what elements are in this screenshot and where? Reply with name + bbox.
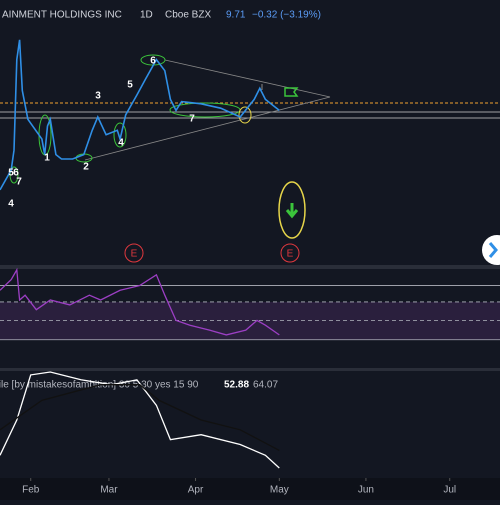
event-circle	[124, 243, 144, 263]
time-axis	[0, 478, 500, 500]
scroll-button[interactable]	[482, 235, 500, 265]
trend-line	[84, 96, 331, 161]
x-tick-label: Feb	[22, 485, 40, 496]
wave-label: 5	[127, 80, 133, 91]
x-tick-label: Jul	[443, 485, 456, 496]
pane-divider	[0, 368, 500, 371]
wave-label: 5	[8, 168, 14, 179]
series-line	[0, 371, 280, 469]
ellipse	[278, 181, 306, 239]
wave-label: 2	[83, 162, 89, 173]
ellipse	[113, 122, 127, 148]
wave-label: 3	[95, 91, 101, 102]
pane-divider	[0, 265, 500, 269]
event-label: E	[287, 249, 294, 260]
wave-label: 4	[118, 138, 124, 149]
series-line	[0, 267, 280, 336]
wave-label: 4	[8, 199, 14, 210]
wave-label: 1	[44, 153, 50, 164]
wave-label: 7	[16, 177, 22, 188]
ellipse	[9, 166, 19, 184]
x-tick-label: May	[270, 485, 289, 496]
level-band	[0, 301, 500, 340]
event-label: E	[131, 249, 138, 260]
interval: 1D	[140, 10, 153, 21]
wave-label: 7	[189, 114, 195, 125]
wave-label: 6	[13, 168, 19, 179]
indicator-value: 64.07	[253, 380, 278, 391]
series-line	[0, 39, 280, 191]
scroll-icon	[488, 242, 498, 258]
indicator-value: 52.88	[224, 380, 249, 391]
exchange: Cboe BZX	[165, 10, 211, 21]
wave-label: 6	[150, 56, 156, 67]
event-circle	[280, 243, 300, 263]
price: 9.71	[226, 10, 246, 21]
ellipse	[238, 106, 252, 124]
header: AINMENT HOLDINGS INC 1D Cboe BZX 9.71 −0…	[2, 10, 321, 21]
series-line	[0, 384, 280, 451]
x-tick-label: Jun	[358, 485, 374, 496]
x-tick-label: Mar	[100, 485, 118, 496]
arrow-down	[285, 203, 299, 219]
change: −0.32 (−3.19%)	[252, 10, 321, 21]
x-tick-label: Apr	[188, 485, 204, 496]
flag	[284, 87, 299, 97]
trend-line	[164, 59, 331, 98]
symbol-name: AINMENT HOLDINGS INC	[2, 10, 122, 21]
